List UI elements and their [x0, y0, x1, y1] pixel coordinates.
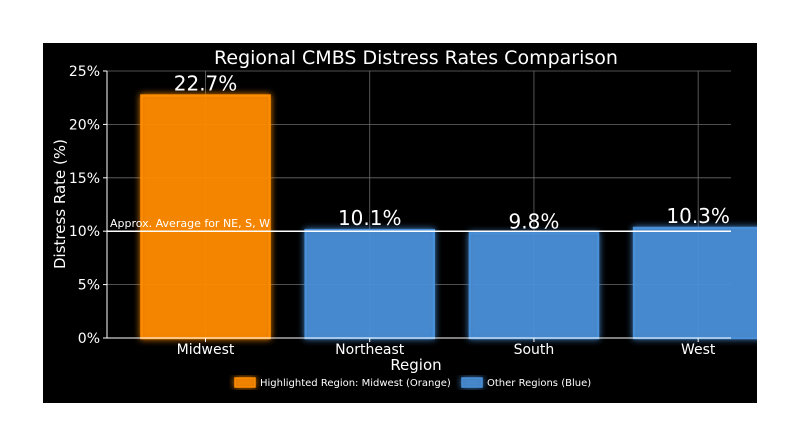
legend-swatch-2	[461, 377, 483, 388]
y-tick-label: 25%	[69, 64, 100, 80]
value-label-west: 10.3%	[666, 204, 730, 228]
chart-title: Regional CMBS Distress Rates Comparison	[214, 47, 618, 69]
bar-south	[468, 232, 600, 340]
chart-panel: Regional CMBS Distress Rates Comparison …	[43, 43, 757, 403]
x-tick-label-northeast: Northeast	[335, 342, 405, 358]
x-axis-label: Region	[390, 356, 441, 374]
axes: 0% 5% 10% 15% 20% 25% Midwest Northeast South Wes…	[69, 64, 731, 358]
y-tick-label: 5%	[78, 278, 100, 294]
y-tick-label: 10%	[69, 224, 100, 240]
value-label-midwest: 22.7%	[174, 72, 238, 96]
bar-chart: Regional CMBS Distress Rates Comparison …	[51, 47, 757, 389]
legend-label-1: Highlighted Region: Midwest (Orange)	[260, 378, 451, 389]
value-label-south: 9.8%	[509, 209, 560, 233]
y-tick-label: 20%	[69, 117, 100, 133]
legend: Highlighted Region: Midwest (Orange) Othe…	[234, 377, 591, 389]
x-tick-label-midwest: Midwest	[177, 342, 235, 358]
bar-west	[632, 226, 757, 340]
reference-line-group: Approx. Average for NE, S, W	[107, 217, 731, 232]
legend-label-2: Other Regions (Blue)	[487, 378, 591, 389]
y-tick-label: 15%	[69, 171, 100, 187]
bar-northeast	[304, 228, 436, 340]
value-label-northeast: 10.1%	[338, 206, 402, 230]
y-axis-label: Distress Rate (%)	[51, 139, 69, 269]
bar-midwest	[140, 94, 271, 340]
bars: 22.7% 10.1% 9.8% 10.3%	[140, 72, 757, 340]
legend-swatch-1	[234, 377, 256, 388]
x-tick-label-south: South	[514, 342, 555, 358]
reference-line-label: Approx. Average for NE, S, W	[110, 217, 270, 230]
y-tick-label: 0%	[78, 331, 100, 347]
x-tick-label-west: West	[681, 342, 716, 358]
